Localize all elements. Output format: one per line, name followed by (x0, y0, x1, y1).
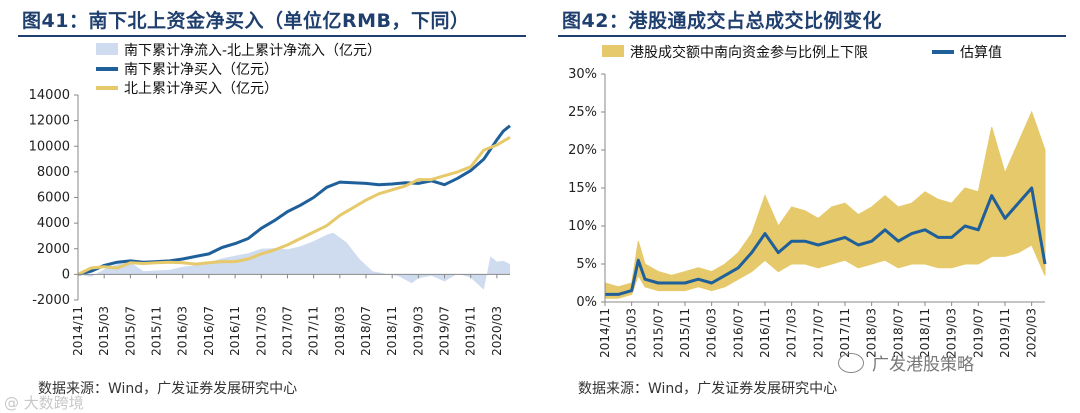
x-tick-label: 2015/07 (651, 308, 665, 358)
x-tick-label: 2020/03 (1025, 308, 1039, 358)
x-tick-label: 2018/11 (385, 306, 399, 356)
y-tick-label: 12000 (29, 114, 70, 129)
x-tick-label: 2018/11 (918, 308, 932, 358)
y-tick-label: 25% (568, 105, 597, 120)
x-tick-label: 2017/07 (280, 306, 294, 356)
x-tick-label: 2017/11 (838, 308, 852, 358)
y-tick-label: 0% (576, 295, 597, 310)
watermark-right: 广发港股策略 (838, 350, 974, 375)
legend-label: 港股成交额中南向资金参与比例上下限 (630, 44, 868, 61)
right-source-note: 数据来源：Wind，广发证券发展研究中心 (578, 381, 838, 397)
x-tick-label: 2019/03 (945, 308, 959, 358)
x-tick-label: 2015/11 (150, 306, 164, 356)
y-tick-label: 10% (568, 219, 597, 234)
legend-label: 南下累计净流入-北上累计净流入（亿元） (124, 43, 381, 59)
y-tick-label: 5% (576, 257, 597, 272)
y-tick-label: 0 (62, 267, 70, 282)
watermark-right-text: 广发港股策略 (872, 355, 974, 375)
x-tick-label: 2020/03 (490, 306, 504, 356)
x-tick-label: 2015/07 (123, 306, 137, 356)
x-tick-label: 2019/07 (971, 308, 985, 358)
legend-label: 北上累计净买入（亿元） (124, 81, 278, 97)
y-tick-label: 20% (568, 143, 597, 158)
y-tick-label: 2000 (37, 242, 70, 257)
y-tick-label: 4000 (37, 216, 70, 231)
line-series-2 (77, 136, 511, 276)
x-tick-label: 2015/03 (97, 306, 111, 356)
y-tick-label: 6000 (37, 191, 70, 206)
band-series-0 (604, 110, 1046, 299)
x-tick-label: 2018/03 (865, 308, 879, 358)
x-tick-label: 2018/07 (891, 308, 905, 358)
x-tick-label: 2014/11 (598, 308, 612, 358)
x-tick-label: 2019/11 (998, 308, 1012, 358)
x-tick-label: 2019/07 (438, 306, 452, 356)
legend-swatch (96, 43, 118, 55)
x-tick-label: 2016/03 (176, 306, 190, 356)
x-tick-label: 2018/03 (333, 306, 347, 356)
x-tick-label: 2018/07 (359, 306, 373, 356)
left-figure-panel: 图41：南下北上资金净买入（单位亿RMB，下同） -2000 0 2000 4000 6… (18, 10, 526, 397)
legend-swatch (602, 45, 624, 57)
x-tick-label: 2015/03 (625, 308, 639, 358)
x-tick-label: 2019/03 (411, 306, 425, 356)
right-chart-svg: 0% 5% 10% 15% 20% 25% 30% 2014/11 2015/03 2015/07… (568, 44, 1047, 358)
area-series-0 (78, 232, 510, 290)
y-tick-label: 30% (568, 67, 597, 82)
x-tick-label: 2016/11 (228, 306, 242, 356)
watermark-left: @ 大数跨境 (4, 394, 84, 412)
right-chart-title: 图42：港股通成交占总成交比例变化 (562, 10, 882, 32)
x-tick-label: 2017/03 (785, 308, 799, 358)
y-tick-label: 15% (568, 181, 597, 196)
x-tick-label: 2017/03 (254, 306, 268, 356)
wechat-logo-icon (838, 353, 864, 373)
legend-label: 南下累计净买入（亿元） (124, 62, 278, 78)
right-figure-panel: 图42：港股通成交占总成交比例变化 0% 5% 10% 15% 20% 25% 30% 201… (540, 0, 1080, 413)
left-chart-title: 图41：南下北上资金净买入（单位亿RMB，下同） (22, 10, 470, 32)
legend-label: 估算值 (960, 45, 1002, 61)
left-source-note: 数据来源：Wind，广发证券发展研究中心 (38, 381, 298, 397)
x-tick-label: 2014/11 (71, 306, 85, 356)
left-title-rule (18, 35, 526, 37)
y-tick-label: 14000 (29, 88, 70, 103)
x-tick-label: 2017/07 (811, 308, 825, 358)
left-chart-svg: -2000 0 2000 4000 6000 8000 10000 12000 14000 201… (29, 43, 511, 356)
x-tick-label: 2017/11 (307, 306, 321, 356)
x-tick-label: 2016/11 (758, 308, 772, 358)
x-tick-label: 2016/03 (705, 308, 719, 358)
x-tick-label: 2015/11 (678, 308, 692, 358)
right-title-rule (558, 35, 1066, 37)
y-tick-label: 8000 (37, 165, 70, 180)
line-series-1 (605, 186, 1047, 296)
y-tick-label: -2000 (32, 293, 70, 308)
y-tick-label: 10000 (29, 139, 70, 154)
x-tick-label: 2016/07 (202, 306, 216, 356)
x-tick-label: 2016/07 (731, 308, 745, 358)
x-tick-label: 2019/11 (464, 306, 478, 356)
